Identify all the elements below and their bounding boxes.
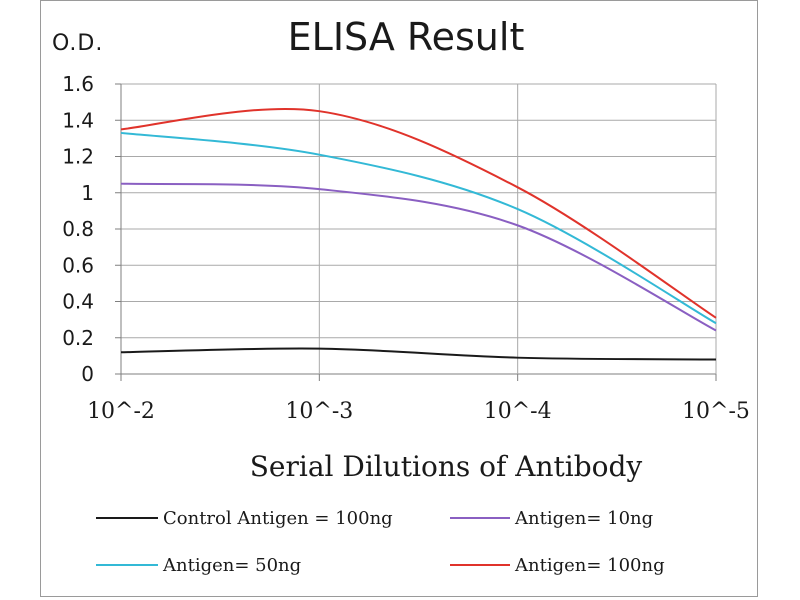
legend-label-1: Control Antigen = 100ng	[163, 508, 393, 529]
series-line-1	[120, 347, 717, 361]
y-tick-label: 0.6	[62, 253, 94, 277]
y-tick-label: 0.8	[62, 217, 94, 241]
chart-title: ELISA Result	[288, 15, 525, 59]
series-line-4	[120, 108, 717, 319]
legend-label-4: Antigen= 100ng	[514, 555, 665, 576]
x-tick-label: 10^-2	[87, 399, 155, 424]
y-tick-labels: 0 0.2 0.4 0.6 0.8 1 1.2 1.4 1.6	[62, 72, 94, 386]
y-tick-label: 1.6	[62, 72, 94, 96]
x-tick-label: 10^-3	[285, 399, 353, 424]
y-tick-label: 0	[81, 362, 94, 386]
y-tick-label: 0.2	[62, 326, 94, 350]
legend: Control Antigen = 100ng Antigen= 10ng Anti…	[96, 508, 665, 576]
legend-label-3: Antigen= 50ng	[162, 555, 301, 576]
y-tick-label: 1	[81, 181, 94, 205]
y-axis-label: O.D.	[52, 31, 103, 56]
x-tick-labels: 10^-2 10^-3 10^-4 10^-5	[87, 399, 750, 424]
x-tick-label: 10^-5	[682, 399, 750, 424]
series-lines	[120, 108, 717, 361]
x-tick-label: 10^-4	[484, 399, 552, 424]
y-tick-label: 1.2	[62, 145, 94, 169]
y-tick-label: 1.4	[62, 108, 94, 132]
series-line-3	[120, 131, 717, 325]
x-axis-label: Serial Dilutions of Antibody	[250, 450, 643, 483]
legend-label-2: Antigen= 10ng	[514, 508, 653, 529]
series-line-2	[120, 182, 717, 332]
grid-lines	[115, 83, 717, 381]
chart-frame	[40, 0, 758, 597]
y-tick-label: 0.4	[62, 290, 94, 314]
